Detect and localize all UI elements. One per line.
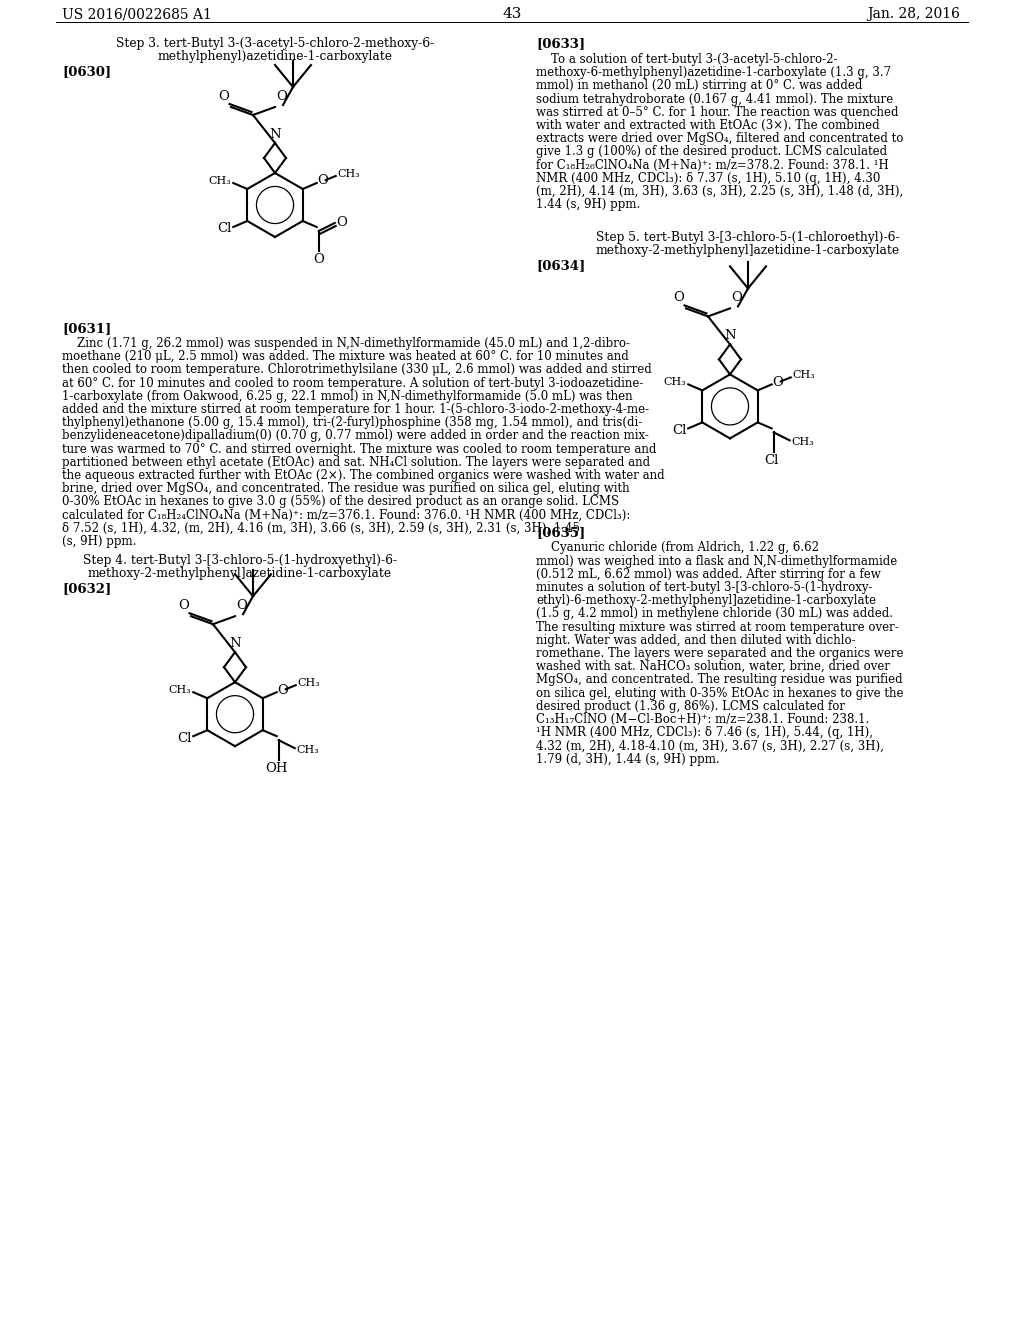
Text: ¹H NMR (400 MHz, CDCl₃): δ 7.46 (s, 1H), 5.44, (q, 1H),: ¹H NMR (400 MHz, CDCl₃): δ 7.46 (s, 1H),… — [536, 726, 873, 739]
Text: mmol) in methanol (20 mL) stirring at 0° C. was added: mmol) in methanol (20 mL) stirring at 0°… — [536, 79, 862, 92]
Text: CH₃: CH₃ — [297, 746, 319, 755]
Text: [0633]: [0633] — [536, 37, 585, 50]
Text: To a solution of tert-butyl 3-(3-acetyl-5-chloro-2-: To a solution of tert-butyl 3-(3-acetyl-… — [536, 53, 838, 66]
Text: benzylideneacetone)dipalladium(0) (0.70 g, 0.77 mmol) were added in order and th: benzylideneacetone)dipalladium(0) (0.70 … — [62, 429, 649, 442]
Text: CH₃: CH₃ — [792, 437, 814, 447]
Text: 1.44 (s, 9H) ppm.: 1.44 (s, 9H) ppm. — [536, 198, 640, 211]
Text: on silica gel, eluting with 0-35% EtOAc in hexanes to give the: on silica gel, eluting with 0-35% EtOAc … — [536, 686, 903, 700]
Text: 43: 43 — [503, 7, 521, 21]
Text: was stirred at 0–5° C. for 1 hour. The reaction was quenched: was stirred at 0–5° C. for 1 hour. The r… — [536, 106, 898, 119]
Text: minutes a solution of tert-butyl 3-[3-chloro-5-(1-hydroxy-: minutes a solution of tert-butyl 3-[3-ch… — [536, 581, 872, 594]
Text: at 60° C. for 10 minutes and cooled to room temperature. A solution of tert-buty: at 60° C. for 10 minutes and cooled to r… — [62, 376, 643, 389]
Text: washed with sat. NaHCO₃ solution, water, brine, dried over: washed with sat. NaHCO₃ solution, water,… — [536, 660, 890, 673]
Text: US 2016/0022685 A1: US 2016/0022685 A1 — [62, 7, 212, 21]
Text: [0630]: [0630] — [62, 65, 112, 78]
Text: 4.32 (m, 2H), 4.18-4.10 (m, 3H), 3.67 (s, 3H), 2.27 (s, 3H),: 4.32 (m, 2H), 4.18-4.10 (m, 3H), 3.67 (s… — [536, 739, 884, 752]
Text: CH₃: CH₃ — [338, 169, 360, 180]
Text: added and the mixture stirred at room temperature for 1 hour. 1-(5-chloro-3-iodo: added and the mixture stirred at room te… — [62, 403, 649, 416]
Text: partitioned between ethyl acetate (EtOAc) and sat. NH₄Cl solution. The layers we: partitioned between ethyl acetate (EtOAc… — [62, 455, 650, 469]
Text: O: O — [276, 90, 287, 103]
Text: ethyl)-6-methoxy-2-methylphenyl]azetidine-1-carboxylate: ethyl)-6-methoxy-2-methylphenyl]azetidin… — [536, 594, 877, 607]
Text: NMR (400 MHz, CDCl₃): δ 7.37 (s, 1H), 5.10 (q, 1H), 4.30: NMR (400 MHz, CDCl₃): δ 7.37 (s, 1H), 5.… — [536, 172, 881, 185]
Text: romethane. The layers were separated and the organics were: romethane. The layers were separated and… — [536, 647, 903, 660]
Text: MgSO₄, and concentrated. The resulting residue was purified: MgSO₄, and concentrated. The resulting r… — [536, 673, 902, 686]
Text: [0632]: [0632] — [62, 582, 112, 595]
Text: O: O — [236, 599, 247, 612]
Text: [0634]: [0634] — [536, 260, 586, 272]
Text: Step 5. tert-Butyl 3-[3-chloro-5-(1-chloroethyl)-6-: Step 5. tert-Butyl 3-[3-chloro-5-(1-chlo… — [596, 231, 900, 244]
Text: O: O — [731, 292, 741, 305]
Text: CH₃: CH₃ — [793, 371, 815, 380]
Text: O: O — [218, 90, 229, 103]
Text: δ 7.52 (s, 1H), 4.32, (m, 2H), 4.16 (m, 3H), 3.66 (s, 3H), 2.59 (s, 3H), 2.31 (s: δ 7.52 (s, 1H), 4.32, (m, 2H), 4.16 (m, … — [62, 521, 580, 535]
Text: night. Water was added, and then diluted with dichlo-: night. Water was added, and then diluted… — [536, 634, 856, 647]
Text: moethane (210 μL, 2.5 mmol) was added. The mixture was heated at 60° C. for 10 m: moethane (210 μL, 2.5 mmol) was added. T… — [62, 350, 629, 363]
Text: (s, 9H) ppm.: (s, 9H) ppm. — [62, 535, 136, 548]
Text: CH₃: CH₃ — [664, 378, 686, 387]
Text: [0635]: [0635] — [536, 527, 586, 540]
Text: O: O — [178, 599, 189, 612]
Text: extracts were dried over MgSO₄, filtered and concentrated to: extracts were dried over MgSO₄, filtered… — [536, 132, 903, 145]
Text: Step 4. tert-Butyl 3-[3-chloro-5-(1-hydroxyethyl)-6-: Step 4. tert-Butyl 3-[3-chloro-5-(1-hydr… — [83, 554, 397, 568]
Text: Cyanuric chloride (from Aldrich, 1.22 g, 6.62: Cyanuric chloride (from Aldrich, 1.22 g,… — [536, 541, 819, 554]
Text: 1-carboxylate (from Oakwood, 6.25 g, 22.1 mmol) in N,N-dimethylformamide (5.0 mL: 1-carboxylate (from Oakwood, 6.25 g, 22.… — [62, 389, 633, 403]
Text: O: O — [313, 253, 325, 267]
Text: mmol) was weighed into a flask and N,N-dimethylformamide: mmol) was weighed into a flask and N,N-d… — [536, 554, 897, 568]
Text: Cl: Cl — [765, 454, 779, 467]
Text: with water and extracted with EtOAc (3×). The combined: with water and extracted with EtOAc (3×)… — [536, 119, 880, 132]
Text: Jan. 28, 2016: Jan. 28, 2016 — [867, 7, 961, 21]
Text: Cl: Cl — [217, 223, 231, 235]
Text: CH₃: CH₃ — [209, 176, 231, 186]
Text: 0-30% EtOAc in hexanes to give 3.0 g (55%) of the desired product as an orange s: 0-30% EtOAc in hexanes to give 3.0 g (55… — [62, 495, 620, 508]
Text: [0631]: [0631] — [62, 322, 112, 335]
Text: N: N — [269, 128, 281, 141]
Text: sodium tetrahydroborate (0.167 g, 4.41 mmol). The mixture: sodium tetrahydroborate (0.167 g, 4.41 m… — [536, 92, 893, 106]
Text: 1.79 (d, 3H), 1.44 (s, 9H) ppm.: 1.79 (d, 3H), 1.44 (s, 9H) ppm. — [536, 752, 720, 766]
Text: OH: OH — [265, 762, 288, 775]
Text: thylphenyl)ethanone (5.00 g, 15.4 mmol), tri-(2-furyl)phosphine (358 mg, 1.54 mm: thylphenyl)ethanone (5.00 g, 15.4 mmol),… — [62, 416, 642, 429]
Text: N: N — [724, 330, 736, 342]
Text: O: O — [317, 174, 329, 187]
Text: O: O — [773, 376, 783, 389]
Text: methoxy-6-methylphenyl)azetidine-1-carboxylate (1.3 g, 3.7: methoxy-6-methylphenyl)azetidine-1-carbo… — [536, 66, 891, 79]
Text: give 1.3 g (100%) of the desired product. LCMS calculated: give 1.3 g (100%) of the desired product… — [536, 145, 887, 158]
Text: C₁₃H₁₇ClNO (M−Cl-Boc+H)⁺: m/z=238.1. Found: 238.1.: C₁₃H₁₇ClNO (M−Cl-Boc+H)⁺: m/z=238.1. Fou… — [536, 713, 869, 726]
Text: (1.5 g, 4.2 mmol) in methylene chloride (30 mL) was added.: (1.5 g, 4.2 mmol) in methylene chloride … — [536, 607, 893, 620]
Text: brine, dried over MgSO₄, and concentrated. The residue was purified on silica ge: brine, dried over MgSO₄, and concentrate… — [62, 482, 630, 495]
Text: ture was warmed to 70° C. and stirred overnight. The mixture was cooled to room : ture was warmed to 70° C. and stirred ov… — [62, 442, 656, 455]
Text: methoxy-2-methylphenyl]azetidine-1-carboxylate: methoxy-2-methylphenyl]azetidine-1-carbo… — [596, 244, 900, 257]
Text: Cl: Cl — [177, 731, 191, 744]
Text: Zinc (1.71 g, 26.2 mmol) was suspended in N,N-dimethylformamide (45.0 mL) and 1,: Zinc (1.71 g, 26.2 mmol) was suspended i… — [62, 337, 630, 350]
Text: O: O — [337, 215, 347, 228]
Text: Cl: Cl — [672, 424, 686, 437]
Text: O: O — [673, 292, 684, 305]
Text: CH₃: CH₃ — [169, 685, 191, 696]
Text: Step 3. tert-Butyl 3-(3-acetyl-5-chloro-2-methoxy-6-: Step 3. tert-Butyl 3-(3-acetyl-5-chloro-… — [116, 37, 434, 50]
Text: for C₁₈H₂₆ClNO₄Na (M+Na)⁺: m/z=378.2. Found: 378.1. ¹H: for C₁₈H₂₆ClNO₄Na (M+Na)⁺: m/z=378.2. Fo… — [536, 158, 889, 172]
Text: (m, 2H), 4.14 (m, 3H), 3.63 (s, 3H), 2.25 (s, 3H), 1.48 (d, 3H),: (m, 2H), 4.14 (m, 3H), 3.63 (s, 3H), 2.2… — [536, 185, 903, 198]
Text: CH₃: CH₃ — [298, 678, 321, 688]
Text: desired product (1.36 g, 86%). LCMS calculated for: desired product (1.36 g, 86%). LCMS calc… — [536, 700, 845, 713]
Text: methylphenyl)azetidine-1-carboxylate: methylphenyl)azetidine-1-carboxylate — [158, 50, 392, 63]
Text: methoxy-2-methylphenyl]azetidine-1-carboxylate: methoxy-2-methylphenyl]azetidine-1-carbo… — [88, 568, 392, 581]
Text: then cooled to room temperature. Chlorotrimethylsilane (330 μL, 2.6 mmol) was ad: then cooled to room temperature. Chlorot… — [62, 363, 651, 376]
Text: The resulting mixture was stirred at room temperature over-: The resulting mixture was stirred at roo… — [536, 620, 899, 634]
Text: the aqueous extracted further with EtOAc (2×). The combined organics were washed: the aqueous extracted further with EtOAc… — [62, 469, 665, 482]
Text: calculated for C₁₈H₂₄ClNO₄Na (M+Na)⁺: m/z=376.1. Found: 376.0. ¹H NMR (400 MHz, : calculated for C₁₈H₂₄ClNO₄Na (M+Na)⁺: m/… — [62, 508, 631, 521]
Text: (0.512 mL, 6.62 mmol) was added. After stirring for a few: (0.512 mL, 6.62 mmol) was added. After s… — [536, 568, 881, 581]
Text: O: O — [278, 684, 289, 697]
Text: N: N — [229, 638, 241, 651]
